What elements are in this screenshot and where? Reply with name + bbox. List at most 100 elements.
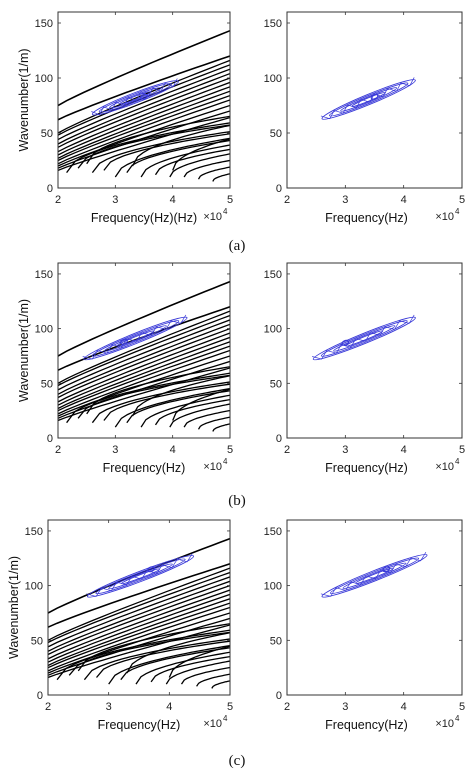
plot-content (320, 77, 416, 120)
y-tick-label: 50 (41, 128, 53, 140)
contour-ring (320, 320, 408, 357)
x-multiplier-exponent: 4 (455, 207, 460, 216)
panel-label-b: (b) (228, 493, 246, 509)
x-tick-label: 4 (401, 701, 407, 713)
x-tick-label: 3 (112, 194, 118, 206)
x-tick-label: 2 (284, 194, 290, 206)
contour-ridge (312, 314, 415, 360)
x-tick-label: 5 (459, 701, 465, 713)
dispersion-curve (48, 576, 230, 648)
y-tick-label: 100 (264, 324, 282, 336)
dispersion-curve (58, 367, 230, 422)
dispersion-curve (168, 645, 230, 678)
plot-content (58, 29, 230, 182)
y-tick-label: 100 (35, 324, 53, 336)
contour-ring (321, 79, 416, 120)
dispersion-curve (131, 375, 230, 417)
x-multiplier: ×10 (435, 211, 454, 223)
y-tick-label: 150 (264, 526, 282, 538)
dispersion-curve (169, 403, 230, 428)
x-multiplier: ×10 (203, 211, 222, 223)
dispersion-curve (58, 29, 230, 107)
x-tick-label: 3 (106, 701, 112, 713)
dispersion-curve (48, 580, 230, 652)
y-tick-label: 100 (264, 73, 282, 85)
y-axis-label: Wavenumber(1/m) (17, 48, 31, 151)
contour-ridge (82, 314, 187, 360)
contour-ring (86, 555, 195, 598)
plot-panel-a-left: 2 3 4 5050100150Frequency(Hz)(Hz)Wavenumber… (17, 11, 233, 225)
x-tick-label: 4 (401, 194, 407, 206)
x-tick-label: 4 (401, 444, 407, 456)
x-tick-label: 5 (227, 194, 233, 206)
axes-frame (57, 11, 231, 189)
dispersion-curve (48, 571, 230, 644)
dispersion-curve (58, 349, 230, 415)
x-tick-label: 5 (227, 701, 233, 713)
dispersion-curve (131, 124, 230, 167)
y-tick-label: 150 (264, 18, 282, 30)
x-multiplier-exponent: 4 (455, 714, 460, 723)
y-tick-label: 50 (270, 378, 282, 390)
dispersion-curve (58, 94, 230, 162)
x-tick-label: 5 (227, 444, 233, 456)
panel-label-a: (a) (229, 238, 246, 254)
y-axis-label: Wavenumber(1/m) (17, 299, 31, 402)
contour-ridge (320, 77, 415, 120)
dispersion-curve (48, 598, 230, 667)
dispersion-curve (103, 383, 230, 421)
dispersion-curve (58, 332, 230, 403)
y-tick-label: 100 (35, 73, 53, 85)
y-tick-label: 50 (270, 128, 282, 140)
dispersion-curve (96, 640, 230, 678)
dispersion-curve (58, 310, 230, 384)
x-axis-label: Frequency(Hz) (325, 211, 408, 225)
plot-content (320, 552, 428, 598)
x-tick-label: 5 (459, 444, 465, 456)
plot-panel-b-left: 2 3 4 5050100150Frequency(Hz)Wavenumber(1/m… (17, 262, 233, 475)
dispersion-curve (58, 327, 230, 399)
dispersion-curve (58, 345, 230, 412)
panel-label-c: (c) (229, 753, 246, 769)
dispersion-curve (58, 68, 230, 141)
contour-ring (108, 563, 173, 590)
x-multiplier-exponent: 4 (223, 714, 228, 723)
y-tick-label: 0 (47, 433, 53, 445)
dispersion-curve (58, 116, 230, 172)
dispersion-curve (172, 138, 230, 171)
y-tick-label: 150 (35, 18, 53, 30)
x-tick-label: 3 (342, 701, 348, 713)
y-tick-label: 0 (276, 183, 282, 195)
x-tick-label: 2 (55, 194, 61, 206)
contour-ridge (86, 553, 193, 597)
contour-ring (95, 558, 186, 595)
contour-ring (340, 87, 398, 112)
dispersion-curve (58, 323, 230, 395)
dispersion-curve (58, 99, 230, 165)
contour-ring (333, 325, 396, 352)
dispersion-curve (183, 159, 230, 178)
contour-ring (91, 320, 180, 357)
dispersion-curve (68, 631, 230, 676)
dispersion-curve (126, 632, 230, 674)
plot-content (48, 537, 230, 689)
dispersion-curve (58, 336, 230, 406)
dispersion-curve (150, 655, 230, 683)
x-multiplier-exponent: 4 (223, 207, 228, 216)
y-tick-label: 150 (264, 269, 282, 281)
y-tick-label: 0 (276, 433, 282, 445)
dispersion-curve (154, 398, 230, 426)
axes-frame (286, 519, 463, 696)
dispersion-curve (58, 72, 230, 145)
plot-panel-c-left: 2 3 4 5050100150Frequency(Hz)Wavenumber(1/m… (7, 519, 233, 732)
y-tick-label: 0 (276, 690, 282, 702)
x-tick-label: 4 (170, 194, 176, 206)
dispersion-curve (58, 86, 230, 156)
contour-ring (312, 316, 416, 361)
x-axis-label: Frequency(Hz) (325, 718, 408, 732)
dispersion-curve (86, 115, 230, 165)
dispersion-curve (58, 314, 230, 387)
y-axis-label: Wavenumber(1/m) (7, 556, 21, 659)
